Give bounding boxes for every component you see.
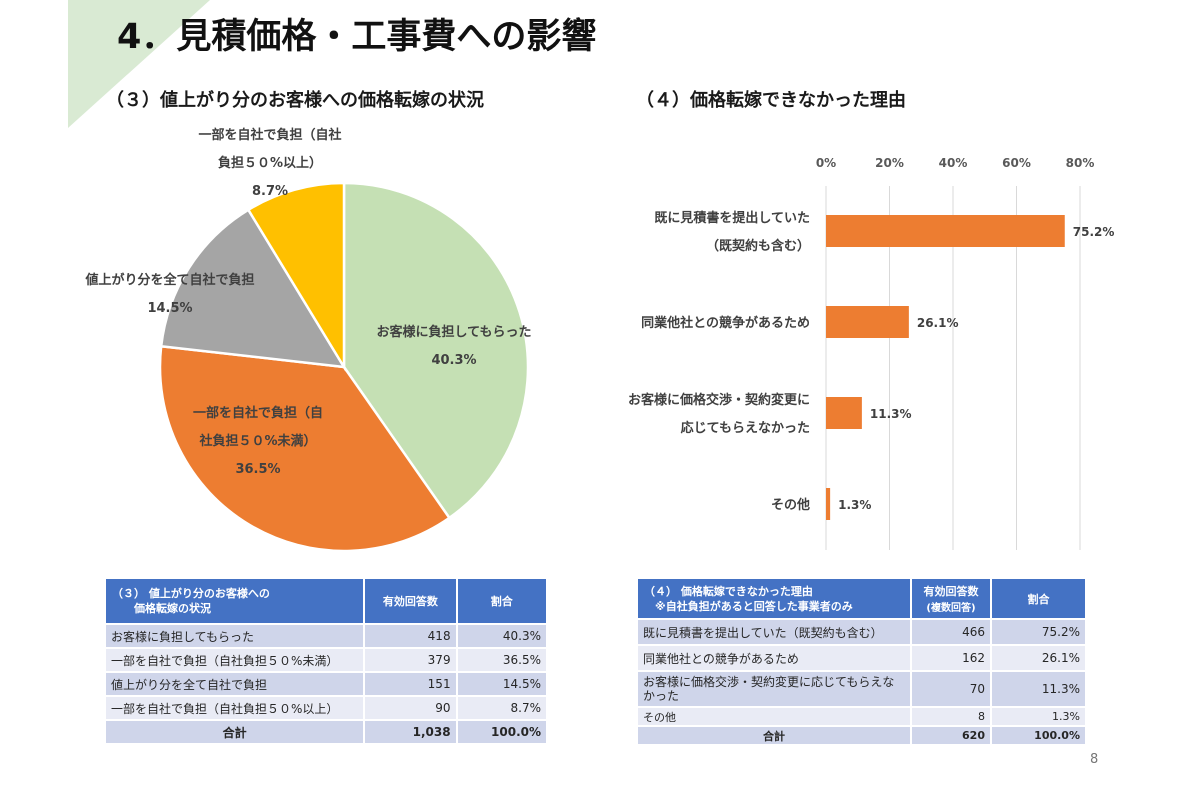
table-header-item: （３） 値上がり分のお客様への 価格転嫁の状況 — [106, 579, 364, 623]
page-number: 8 — [1090, 752, 1099, 767]
row-count: 418 — [365, 625, 456, 647]
table-header-count: 有効回答数 — [365, 579, 456, 623]
row-label: お客様に価格交渉・契約変更に応じてもらえなかった — [638, 672, 910, 706]
bar-value-label: 11.3% — [870, 407, 912, 421]
bar-value-label: 75.2% — [1073, 225, 1115, 239]
bar-category-label: 既に見積書を提出していた — [654, 210, 810, 226]
corner-accent — [68, 0, 210, 128]
pie-slice-label: 一部を自社で負担（自 — [193, 405, 323, 421]
bar-category-label: 応じてもらえなかった — [681, 420, 810, 436]
bar — [826, 306, 909, 338]
row-ratio: 1.3% — [992, 708, 1085, 725]
page-title: 4．見積価格・工事費への影響 — [117, 17, 597, 57]
bar-tick-label: 60% — [1002, 156, 1031, 170]
bar-category-label: （既契約も含む） — [706, 238, 810, 254]
pie-slice-value: 40.3% — [431, 353, 476, 368]
reasons-table: （４） 価格転嫁できなかった理由 ※自社負担があると回答した事業者のみ 有効回答… — [636, 577, 1087, 746]
bar-value-label: 1.3% — [838, 498, 871, 512]
pie-slice-label: 負担５０%以上） — [218, 155, 322, 171]
bar-category-label: 同業他社との競争があるため — [641, 315, 810, 331]
total-ratio: 100.0% — [457, 721, 546, 743]
corner-triangle — [68, 0, 210, 128]
bar-category-label: その他 — [771, 497, 810, 513]
bar-value-label: 26.1% — [917, 316, 959, 330]
row-label: 既に見積書を提出していた（既契約も含む） — [638, 620, 910, 644]
total-label: 合計 — [638, 727, 910, 744]
table-row: 一部を自社で負担（自社負担５０%以上） 90 8.7% — [106, 697, 546, 719]
bar — [826, 488, 831, 520]
row-ratio: 26.1% — [992, 646, 1085, 670]
table-header-ratio: 割合 — [457, 579, 546, 623]
row-ratio: 36.5% — [457, 649, 546, 671]
bar-chart-title: （４）価格転嫁できなかった理由 — [636, 90, 906, 111]
total-count: 1,038 — [365, 721, 456, 743]
bar — [826, 215, 1065, 247]
bar-tick-label: 0% — [816, 156, 836, 170]
row-label: 値上がり分を全て自社で負担 — [106, 673, 364, 695]
row-count: 70 — [912, 672, 990, 706]
pie-slice — [158, 344, 452, 553]
row-ratio: 8.7% — [457, 697, 546, 719]
row-count: 90 — [365, 697, 456, 719]
row-label: 同業他社との競争があるため — [638, 646, 910, 670]
row-count: 162 — [912, 646, 990, 670]
row-ratio: 11.3% — [992, 672, 1085, 706]
pie-slice — [342, 181, 530, 520]
total-label: 合計 — [106, 721, 364, 743]
table-row: お客様に負担してもらった 418 40.3% — [106, 625, 546, 647]
pie-slice-value: 36.5% — [235, 462, 280, 477]
row-count: 8 — [912, 708, 990, 725]
row-ratio: 75.2% — [992, 620, 1085, 644]
bar-tick-label: 80% — [1066, 156, 1095, 170]
table-header-item: （４） 価格転嫁できなかった理由 ※自社負担があると回答した事業者のみ — [638, 579, 910, 618]
row-label: 一部を自社で負担（自社負担５０%未満） — [106, 649, 364, 671]
table-row: 既に見積書を提出していた（既契約も含む） 466 75.2% — [638, 620, 1085, 644]
bar — [826, 397, 862, 429]
table-total-row: 合計 620 100.0% — [638, 727, 1085, 744]
table-row: お客様に価格交渉・契約変更に応じてもらえなかった 70 11.3% — [638, 672, 1085, 706]
bar-category-label: お客様に価格交渉・契約変更に — [628, 392, 810, 408]
bar-tick-label: 40% — [939, 156, 968, 170]
table-header-ratio: 割合 — [992, 579, 1085, 618]
pie-slice-label: お客様に負担してもらった — [377, 324, 532, 340]
total-count: 620 — [912, 727, 990, 744]
transfer-status-table: （３） 値上がり分のお客様への 価格転嫁の状況 有効回答数 割合 お客様に負担し… — [104, 577, 548, 745]
row-count: 151 — [365, 673, 456, 695]
pie-slice — [246, 181, 346, 372]
table-row: 一部を自社で負担（自社負担５０%未満） 379 36.5% — [106, 649, 546, 671]
row-label: その他 — [638, 708, 910, 725]
row-label: 一部を自社で負担（自社負担５０%以上） — [106, 697, 364, 719]
table-row: 同業他社との競争があるため 162 26.1% — [638, 646, 1085, 670]
table-header-count-label: 有効回答数 — [923, 585, 979, 598]
pie-slice-label: 社負担５０%未満） — [198, 433, 316, 449]
row-ratio: 14.5% — [457, 673, 546, 695]
row-label: お客様に負担してもらった — [106, 625, 364, 647]
pie-slice-label: 値上がり分を全て自社で負担 — [84, 272, 254, 288]
bar-tick-label: 20% — [875, 156, 904, 170]
table-header-count: 有効回答数 (複数回答) — [912, 579, 990, 618]
pie-slice-value: 14.5% — [147, 301, 192, 316]
pie-slice-label: 一部を自社で負担（自社 — [198, 127, 341, 143]
table-row: 値上がり分を全て自社で負担 151 14.5% — [106, 673, 546, 695]
total-ratio: 100.0% — [992, 727, 1085, 744]
table-total-row: 合計 1,038 100.0% — [106, 721, 546, 743]
pie-slice-value: 8.7% — [252, 184, 288, 199]
table-header-note: (複数回答) — [926, 603, 976, 614]
pie-slice — [159, 208, 347, 369]
pie-chart-title: （３）値上がり分のお客様への価格転嫁の状況 — [106, 90, 484, 111]
row-ratio: 40.3% — [457, 625, 546, 647]
row-count: 379 — [365, 649, 456, 671]
row-count: 466 — [912, 620, 990, 644]
table-row: その他 8 1.3% — [638, 708, 1085, 725]
